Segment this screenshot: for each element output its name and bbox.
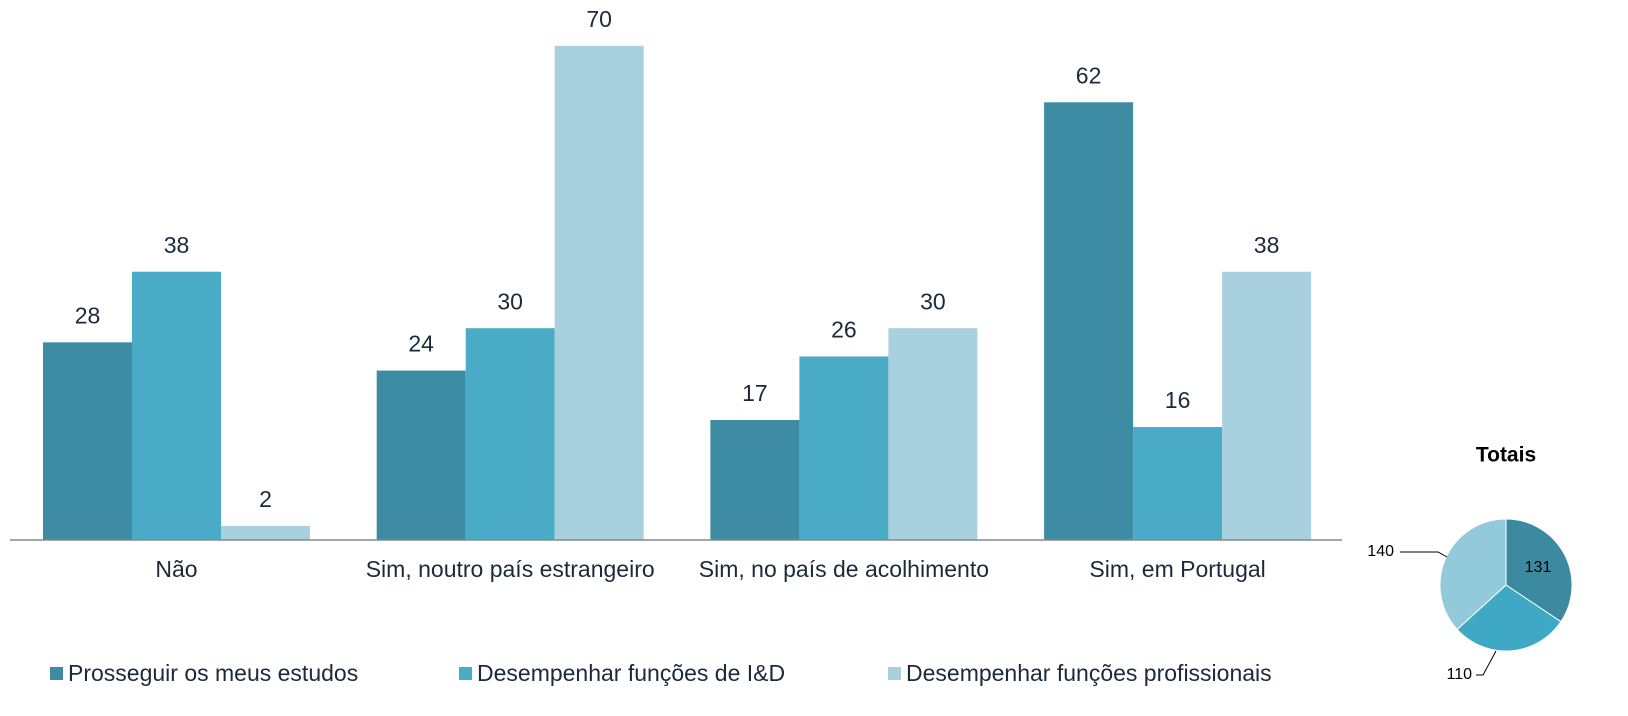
bar bbox=[799, 356, 889, 540]
data-label: 2 bbox=[259, 486, 272, 512]
bar bbox=[376, 370, 466, 540]
pie-slice bbox=[1439, 518, 1507, 631]
data-label: 38 bbox=[1254, 232, 1280, 258]
bar bbox=[554, 45, 644, 541]
x-tick-label: Sim, no país de acolhimento bbox=[699, 556, 989, 582]
x-tick-label: Sim, em Portugal bbox=[1089, 556, 1265, 582]
pie-label: 131 bbox=[1525, 559, 1552, 576]
bar bbox=[43, 342, 132, 540]
pie-title: Totais bbox=[1476, 444, 1536, 467]
pie-label: 110 bbox=[1446, 666, 1472, 683]
data-label: 26 bbox=[831, 317, 857, 343]
pie-slice bbox=[1456, 584, 1562, 652]
legend-swatch bbox=[888, 667, 901, 680]
data-label: 16 bbox=[1165, 387, 1191, 413]
legend-label: Desempenhar funções de I&D bbox=[477, 660, 785, 686]
bar bbox=[1133, 427, 1223, 540]
data-label: 30 bbox=[497, 288, 523, 314]
bar bbox=[221, 525, 310, 540]
legend-swatch bbox=[50, 667, 63, 680]
legend-label: Desempenhar funções profissionais bbox=[906, 660, 1272, 686]
data-label: 30 bbox=[920, 288, 946, 314]
legend-swatch bbox=[459, 667, 472, 680]
bar bbox=[710, 419, 800, 540]
data-label: 70 bbox=[586, 6, 612, 32]
pie-label: 140 bbox=[1367, 543, 1394, 560]
data-label: 28 bbox=[75, 302, 101, 328]
leader-line bbox=[1400, 551, 1448, 558]
bar bbox=[465, 328, 555, 540]
data-label: 24 bbox=[408, 331, 434, 357]
data-label: 62 bbox=[1076, 62, 1102, 88]
data-label: 17 bbox=[742, 380, 768, 406]
legend-label: Prosseguir os meus estudos bbox=[68, 660, 358, 686]
bar bbox=[1044, 102, 1134, 540]
bar bbox=[888, 328, 978, 540]
data-label: 38 bbox=[164, 232, 190, 258]
x-tick-label: Sim, noutro país estrangeiro bbox=[366, 556, 655, 582]
bar bbox=[132, 271, 221, 540]
x-tick-label: Não bbox=[155, 556, 197, 582]
bar bbox=[1222, 271, 1312, 540]
leader-line bbox=[1476, 650, 1497, 676]
